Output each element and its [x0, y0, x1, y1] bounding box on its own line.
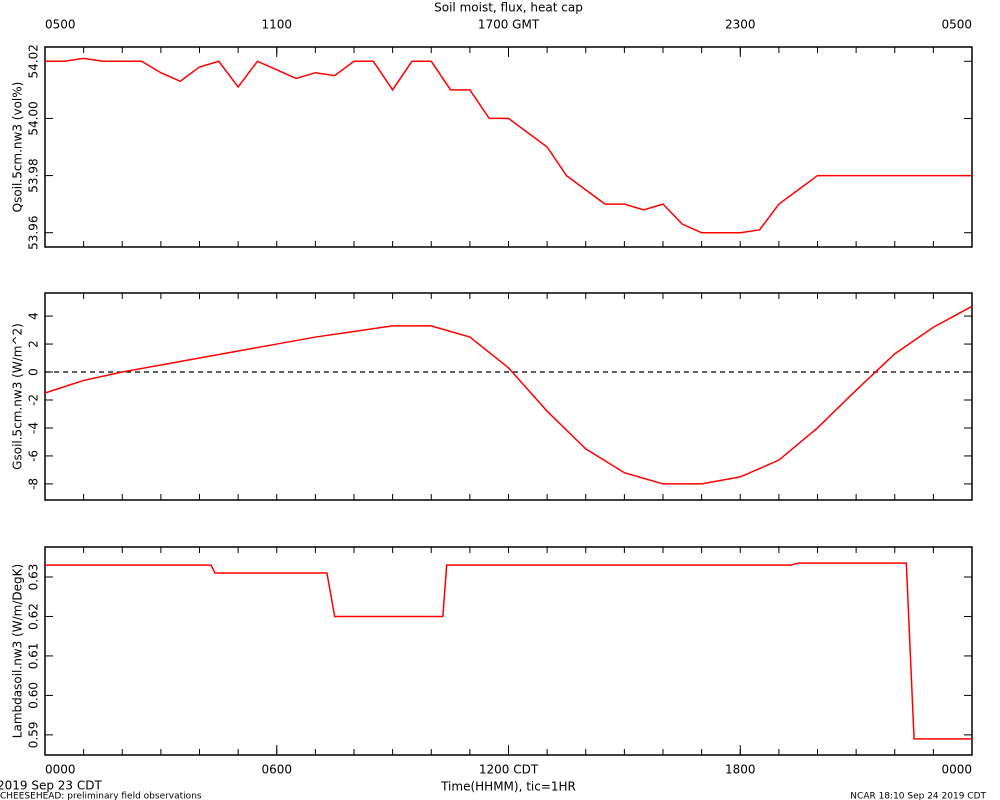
x-tick-label: 0000 — [45, 763, 76, 777]
chart-title: Soil moist, flux, heat cap — [434, 1, 583, 15]
data-line — [45, 57, 972, 234]
plot-frame — [44, 292, 973, 501]
y-axis-label: Gsoil.5cm.nw3 (W/m^2) — [11, 323, 25, 470]
y-tick-label: 0.59 — [27, 722, 41, 749]
x2-tick-label: 1700 GMT — [478, 18, 540, 32]
y-tick-label: 2 — [27, 340, 41, 348]
y-tick-label: -2 — [27, 394, 41, 406]
y-tick-label: 54.00 — [27, 101, 41, 135]
x2-tick-label: 0500 — [45, 18, 76, 32]
y-tick-label: 0.61 — [27, 643, 41, 670]
y-tick-label: 0.62 — [27, 603, 41, 630]
x-axis-label: Time(HHMM), tic=1HR — [440, 780, 576, 794]
y-tick-label: 0 — [27, 368, 41, 376]
x2-tick-label: 1100 — [261, 18, 292, 32]
plot-frame — [44, 546, 973, 756]
x-tick-label: 0600 — [261, 763, 292, 777]
y-tick-label: 53.96 — [27, 216, 41, 250]
data-line — [45, 562, 972, 740]
y-tick-label: 0.60 — [27, 682, 41, 709]
y-tick-label: 54.02 — [27, 44, 41, 78]
footer-date: 2019 Sep 23 CDT — [0, 779, 102, 793]
data-line — [44, 305, 973, 485]
y-tick-label: -4 — [27, 422, 41, 434]
x2-tick-label: 2300 — [725, 18, 756, 32]
footer-note: CHEESEHEAD: preliminary field observatio… — [0, 792, 202, 800]
y-tick-label: 4 — [27, 312, 41, 320]
x-tick-label: 0000 — [941, 763, 972, 777]
footer-stamp: NCAR 18:10 Sep 24 2019 CDT — [850, 792, 986, 800]
y-tick-label: 0.63 — [27, 564, 41, 591]
x2-tick-label: 0500 — [941, 18, 972, 32]
y-axis-label: Qsoil.5cm.nw3 (vol%) — [11, 82, 25, 213]
plot-frame — [44, 46, 973, 248]
x-tick-label: 1800 — [725, 763, 756, 777]
y-tick-label: -8 — [27, 478, 41, 490]
y-axis-label: Lambdasoil.nw3 (W/m/DegK) — [11, 564, 25, 738]
x-tick-label: 1200 CDT — [479, 763, 539, 777]
y-tick-label: -6 — [27, 450, 41, 462]
y-tick-label: 53.98 — [27, 158, 41, 192]
